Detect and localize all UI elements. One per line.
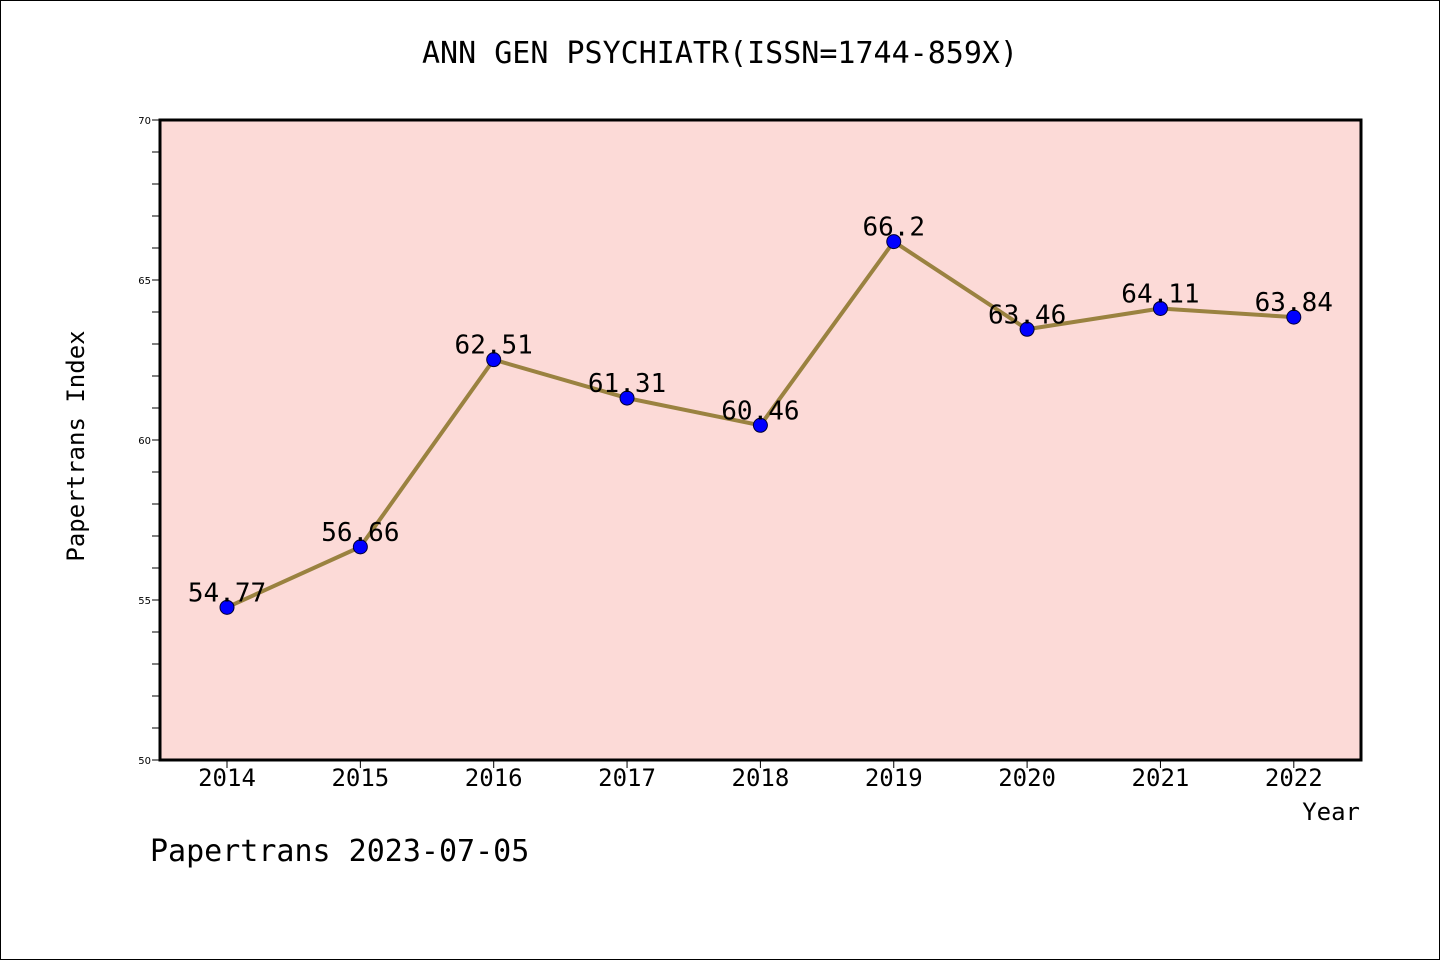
x-tick-label: 2016 — [465, 764, 523, 792]
x-tick-label: 2020 — [998, 764, 1056, 792]
x-tick-label: 2018 — [732, 764, 790, 792]
x-tick-label: 2019 — [865, 764, 923, 792]
y-tick-label: 65 — [138, 276, 151, 287]
x-tick-label: 2017 — [598, 764, 656, 792]
data-label: 60.46 — [721, 396, 799, 426]
data-labels: 54.77 56.66 62.51 61.31 60.46 66.2 63.46 64.11 6… — [188, 213, 1333, 609]
data-point — [219, 599, 235, 615]
plot-area — [160, 120, 1361, 760]
x-axis-label: Year — [1302, 798, 1360, 826]
data-label: 63.84 — [1255, 288, 1333, 318]
y-axis-label: Papertrans Index — [62, 330, 90, 561]
y-tick-label: 60 — [138, 436, 151, 447]
data-label: 61.31 — [588, 369, 666, 399]
y-axis: 50 55 60 65 70 — [138, 116, 160, 767]
x-tick-label: 2015 — [331, 764, 389, 792]
data-label: 62.51 — [455, 331, 533, 361]
x-tick-label: 2014 — [198, 764, 256, 792]
data-point — [886, 234, 902, 250]
data-point — [1286, 309, 1302, 325]
y-tick-label: 50 — [138, 756, 151, 767]
x-tick-label: 2022 — [1265, 764, 1323, 792]
data-label: 64.11 — [1121, 279, 1199, 309]
plot-border — [158, 118, 1363, 762]
data-label: 66.2 — [862, 213, 925, 243]
data-point — [1152, 300, 1168, 316]
data-point — [619, 390, 635, 406]
footer-note: Papertrans 2023-07-05 — [150, 834, 530, 869]
y-tick-label: 70 — [138, 116, 151, 127]
x-axis: 2014 2015 2016 2017 2018 2019 2020 2021 2022 — [198, 760, 1323, 792]
data-label: 56.66 — [321, 518, 399, 548]
data-point — [752, 417, 768, 433]
data-label: 63.46 — [988, 300, 1066, 330]
data-point — [486, 352, 502, 368]
data-point — [352, 539, 368, 555]
data-point — [1019, 321, 1035, 337]
y-tick-label: 55 — [138, 596, 151, 607]
data-label: 54.77 — [188, 578, 266, 608]
x-tick-label: 2021 — [1132, 764, 1190, 792]
chart-title: ANN GEN PSYCHIATR(ISSN=1744-859X) — [421, 36, 1019, 71]
data-points — [219, 234, 1302, 615]
